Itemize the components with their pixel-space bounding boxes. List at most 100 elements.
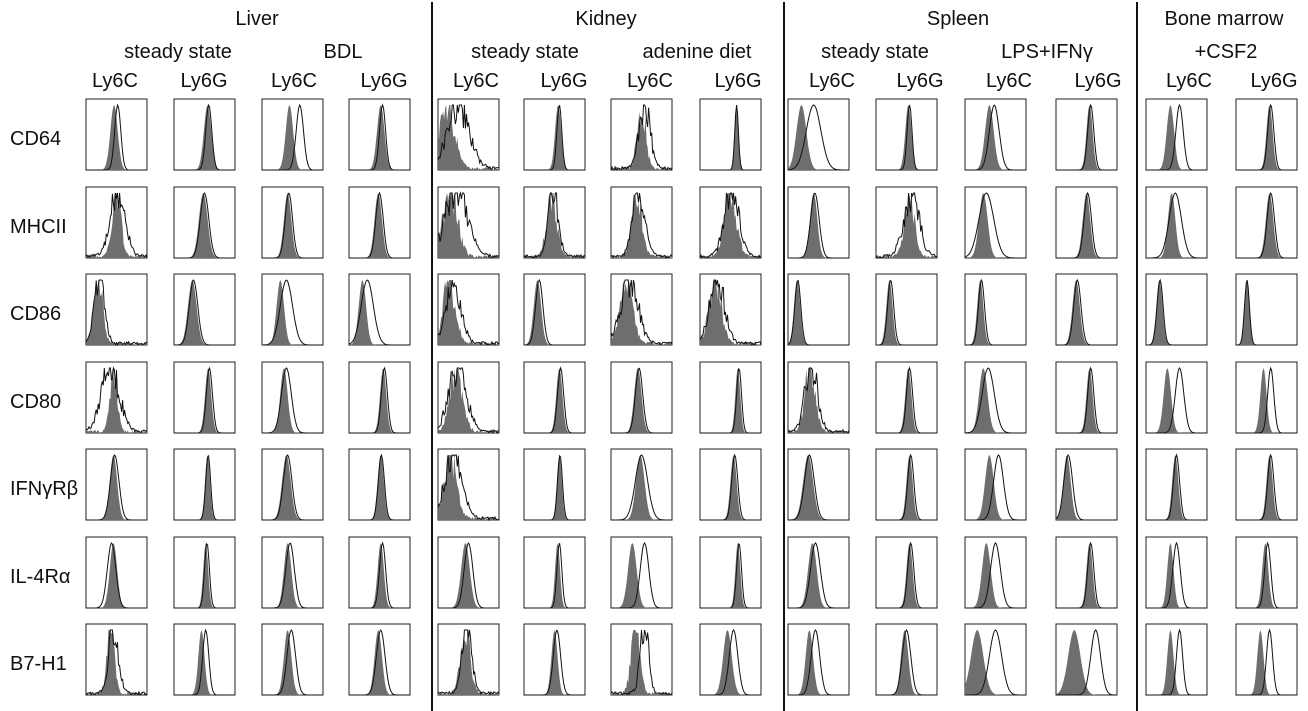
isotype-histogram	[438, 368, 499, 433]
histogram-panel	[173, 448, 236, 521]
histogram-panel	[1235, 448, 1298, 521]
histogram-panel	[1235, 536, 1298, 609]
histogram-panel	[787, 448, 850, 521]
panel-frame	[1145, 536, 1208, 609]
isotype-histogram	[1236, 368, 1297, 433]
row-label-mhcii: MHCII	[10, 216, 67, 238]
histogram-panel	[437, 98, 500, 171]
stain-histogram-line	[349, 103, 410, 171]
condition-label: adenine diet	[642, 41, 752, 63]
histogram-panel	[173, 361, 236, 434]
stain-histogram-line	[262, 454, 323, 521]
stain-histogram-line	[965, 629, 1026, 696]
histogram-panel	[1145, 98, 1208, 171]
stain-histogram-line	[1236, 280, 1297, 346]
histogram-panel	[875, 273, 938, 346]
histogram-panel	[1235, 98, 1298, 171]
stain-histogram-line	[876, 366, 937, 434]
isotype-histogram	[965, 368, 1026, 433]
isotype-histogram	[174, 105, 235, 170]
histogram-panel	[85, 536, 148, 609]
isotype-histogram	[788, 455, 849, 520]
isotype-histogram	[965, 105, 1026, 170]
stain-histogram-line	[262, 192, 323, 259]
histogram-panel	[699, 361, 762, 434]
isotype-histogram	[1146, 193, 1207, 258]
isotype-histogram	[1056, 543, 1117, 608]
isotype-histogram	[86, 630, 147, 695]
stain-histogram-line	[1146, 453, 1207, 521]
marker-label: Ly6C	[809, 70, 855, 92]
panel-frame	[261, 361, 324, 434]
isotype-histogram	[1056, 630, 1117, 695]
histogram-panel	[610, 273, 673, 346]
stain-histogram-line	[174, 542, 235, 609]
isotype-histogram	[965, 455, 1026, 520]
isotype-histogram	[174, 455, 235, 520]
histogram-panel	[964, 273, 1027, 346]
isotype-histogram	[86, 105, 147, 170]
stain-histogram-line	[1236, 541, 1297, 609]
isotype-histogram	[788, 368, 849, 433]
isotype-histogram	[876, 455, 937, 520]
isotype-histogram	[700, 193, 761, 258]
histogram-panel	[964, 186, 1027, 259]
isotype-histogram	[86, 368, 147, 433]
isotype-histogram	[524, 630, 585, 695]
stain-histogram-line	[86, 542, 147, 609]
isotype-histogram	[349, 193, 410, 258]
isotype-histogram	[611, 111, 672, 170]
panel-frame	[787, 623, 850, 696]
stain-histogram-line	[1056, 103, 1117, 171]
isotype-histogram	[86, 280, 147, 345]
stain-histogram-line	[964, 367, 1026, 434]
stain-histogram-line	[610, 629, 673, 696]
histogram-panel	[261, 448, 324, 521]
histogram-panel	[348, 361, 411, 434]
isotype-histogram	[262, 543, 323, 608]
marker-label: Ly6G	[714, 70, 762, 92]
isotype-histogram	[262, 455, 323, 520]
isotype-histogram	[438, 543, 499, 608]
isotype-histogram	[349, 280, 410, 345]
isotype-histogram	[876, 193, 937, 258]
tissue-label-kidney: Kidney	[575, 8, 637, 30]
stain-histogram-line	[1056, 366, 1117, 434]
isotype-histogram	[524, 368, 585, 433]
histogram-panel	[699, 98, 762, 171]
isotype-histogram	[788, 543, 849, 608]
isotype-histogram	[262, 280, 323, 345]
panel-frame	[1055, 273, 1118, 346]
panel-frame	[964, 273, 1027, 346]
histogram-panel	[261, 361, 324, 434]
histogram-panel	[348, 98, 411, 171]
histogram-panel	[173, 186, 236, 259]
row-label-b7h1: B7-H1	[10, 653, 67, 675]
marker-label: Ly6G	[180, 70, 228, 92]
stain-histogram-line	[174, 191, 235, 259]
histogram-panel	[523, 361, 586, 434]
stain-histogram-line	[85, 192, 148, 259]
stain-histogram-line	[1055, 453, 1117, 521]
marker-label: Ly6C	[627, 70, 673, 92]
stain-histogram-line	[611, 367, 672, 434]
stain-histogram-line	[1146, 628, 1207, 696]
stain-histogram-line	[787, 367, 850, 435]
isotype-histogram	[174, 368, 235, 433]
stain-histogram-line	[85, 629, 148, 696]
panel-frame	[699, 536, 762, 609]
histogram-panel	[875, 186, 938, 259]
marker-label: Ly6G	[360, 70, 408, 92]
stain-histogram-line	[1146, 541, 1207, 609]
stain-histogram-line	[876, 279, 937, 346]
stain-histogram-line	[349, 453, 410, 521]
histogram-panel	[1055, 98, 1118, 171]
histogram-panel	[437, 361, 500, 435]
histogram-panel	[1235, 361, 1298, 434]
isotype-histogram	[611, 630, 672, 695]
stain-histogram-line	[524, 629, 585, 696]
histogram-panel	[787, 186, 850, 259]
histogram-panel	[261, 273, 324, 346]
stain-histogram-line	[964, 192, 1026, 259]
histogram-panel	[1145, 536, 1208, 609]
